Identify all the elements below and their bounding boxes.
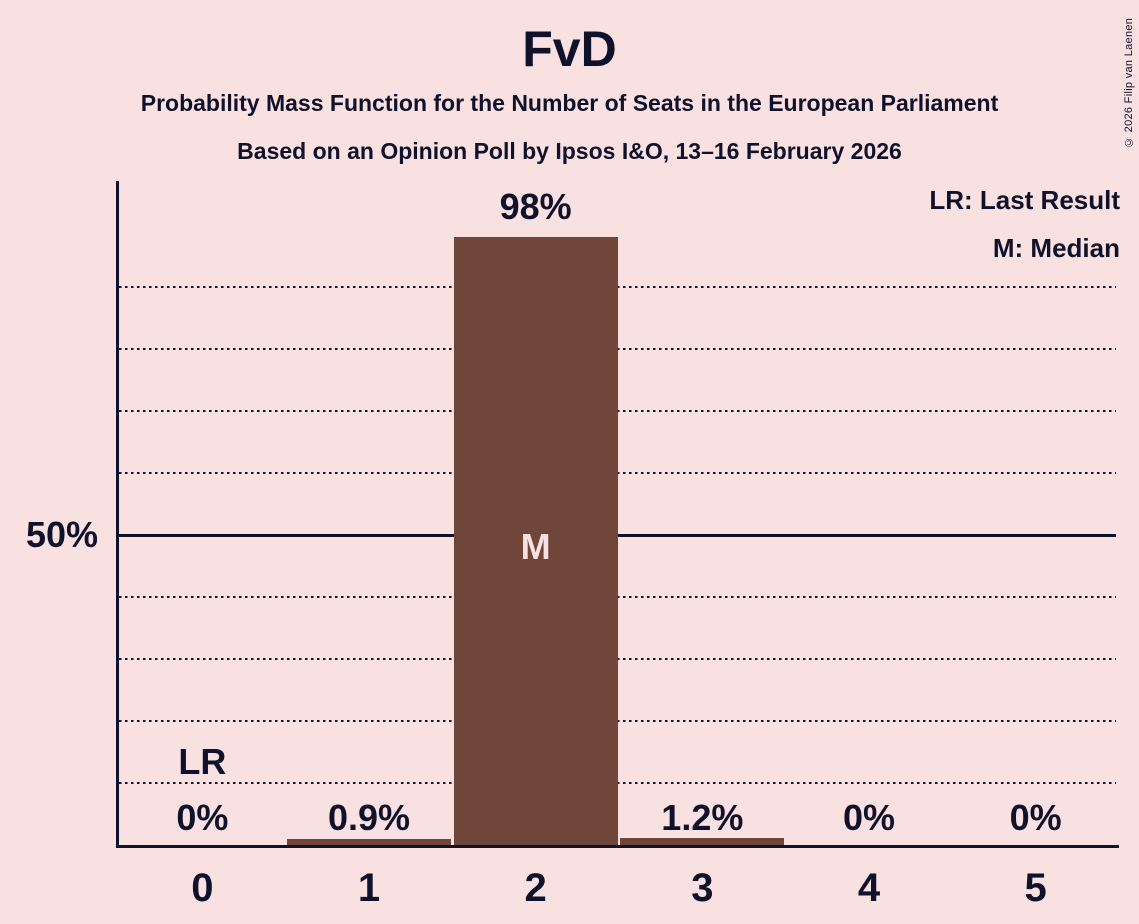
bar-seats-2	[453, 237, 618, 845]
value-label-0: 0%	[176, 797, 229, 838]
x-tick-label-0: 0	[191, 866, 214, 910]
chart-title: FvD	[522, 21, 617, 77]
legend-median: M: Median	[992, 233, 1120, 263]
value-label-2: 98%	[499, 186, 572, 228]
x-tick-label-5: 5	[1024, 866, 1047, 910]
value-label-1: 0.9%	[327, 797, 411, 838]
chart-subtitle: Probability Mass Function for the Number…	[140, 90, 999, 116]
copyright-notice: © 2026 Filip van Laenen	[1123, 17, 1135, 148]
chart-poll-subtitle: Based on an Opinion Poll by Ipsos I&O, 1…	[237, 138, 902, 164]
x-tick-label-4: 4	[857, 866, 881, 910]
last-result-marker: LR	[178, 741, 227, 782]
y-axis-tick-label: 50%	[25, 514, 98, 555]
x-tick-label-1: 1	[357, 866, 381, 910]
value-label-4: 0%	[842, 797, 896, 838]
value-label-3: 1.2%	[661, 797, 744, 838]
x-tick-label-3: 3	[691, 866, 714, 910]
x-tick-label-2: 2	[524, 866, 547, 910]
bar-seats-3	[620, 837, 785, 845]
value-label-5: 0%	[1009, 797, 1062, 838]
plot-area	[116, 181, 1119, 848]
median-marker: M	[520, 526, 551, 567]
legend-last-result: LR: Last Result	[929, 185, 1120, 215]
bar-seats-1	[287, 839, 451, 845]
